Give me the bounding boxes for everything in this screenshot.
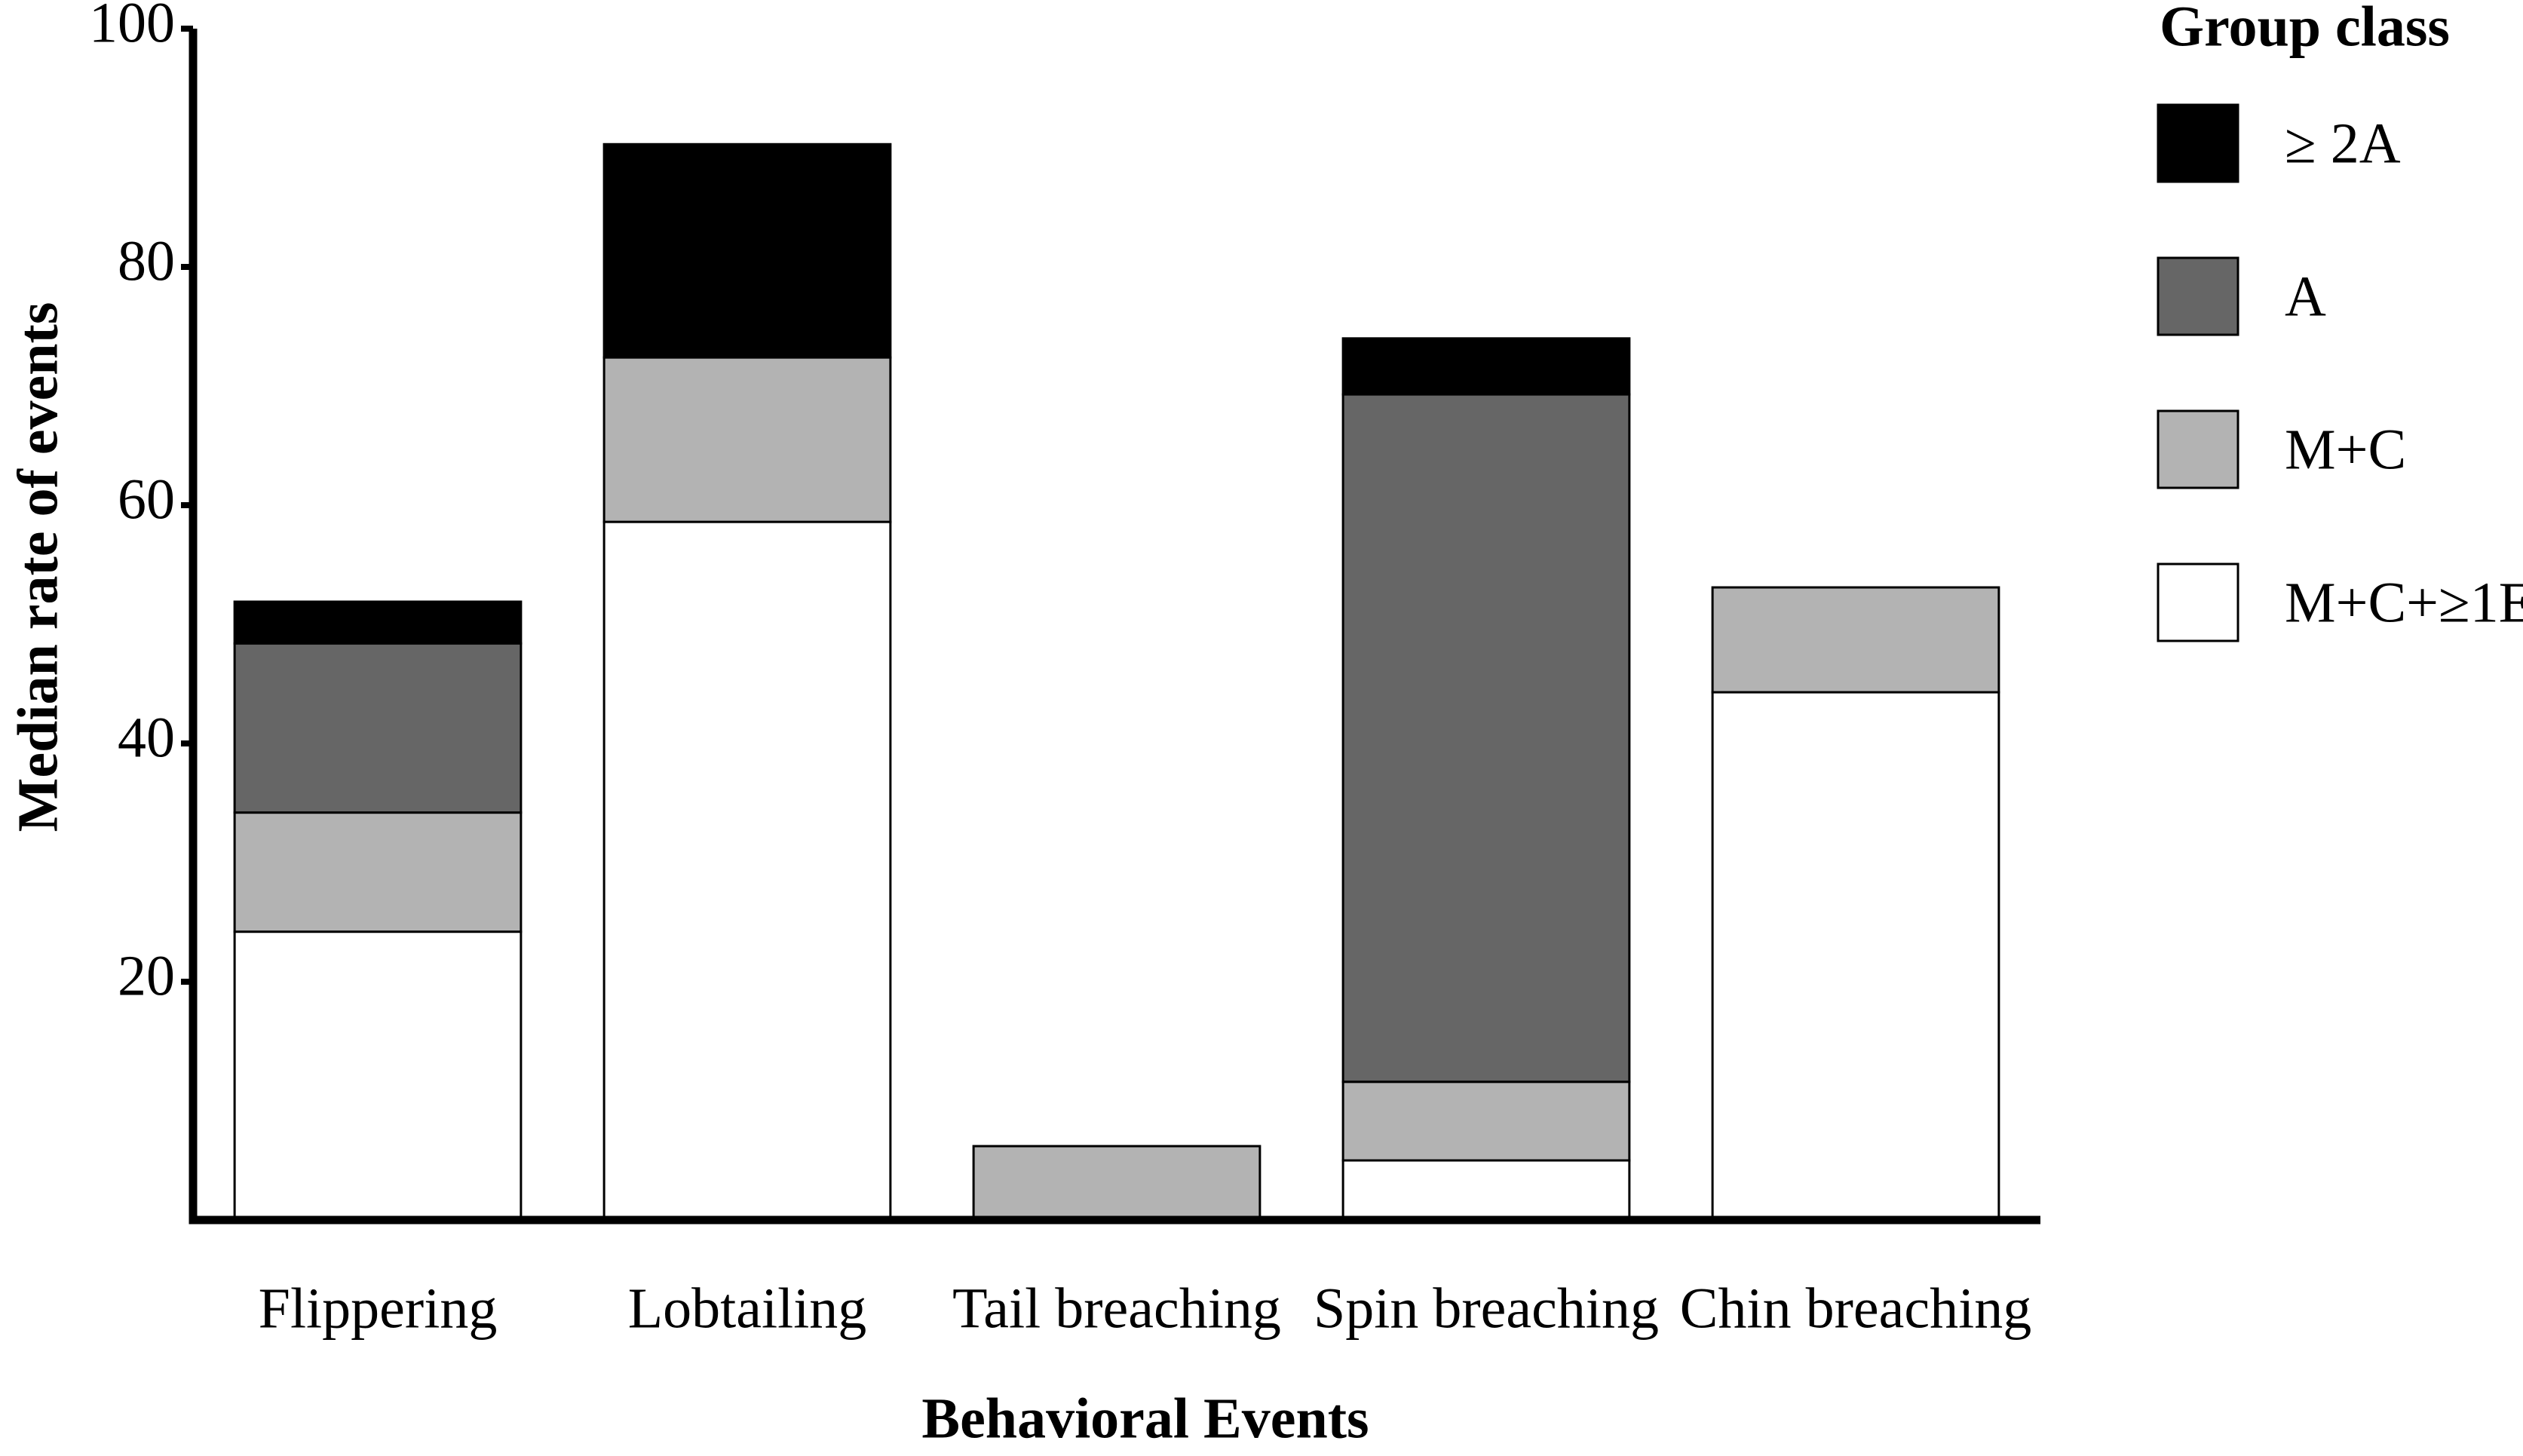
y-tick-label: 20 bbox=[118, 944, 175, 1007]
axes bbox=[189, 29, 2040, 1225]
legend-swatch bbox=[2157, 562, 2239, 642]
bar-segment bbox=[1341, 393, 1631, 1084]
bar-segment bbox=[233, 930, 523, 1222]
bar-segment bbox=[602, 356, 892, 523]
x-tick-label: Chin breaching bbox=[1680, 1277, 2031, 1340]
x-tick-label: Tail breaching bbox=[952, 1277, 1281, 1340]
legend-label: M+C bbox=[2285, 418, 2406, 481]
bar-segment bbox=[233, 811, 523, 933]
bar-segment bbox=[1711, 586, 2000, 694]
bar-segment bbox=[1711, 691, 2000, 1222]
bar-segment bbox=[1341, 337, 1631, 396]
x-axis-label: Behavioral Events bbox=[921, 1387, 1369, 1450]
bar-segment bbox=[1341, 1159, 1631, 1222]
bar-segment bbox=[233, 600, 523, 645]
x-tick-label: Flippering bbox=[259, 1277, 498, 1340]
legend-label: ≥ 2A bbox=[2285, 112, 2401, 175]
legend-title: Group class bbox=[2160, 0, 2450, 58]
bar-segment bbox=[233, 642, 523, 814]
x-tick-label: Spin breaching bbox=[1314, 1277, 1659, 1340]
legend-swatch bbox=[2157, 409, 2239, 489]
bar-segment bbox=[1341, 1081, 1631, 1162]
legend-swatch bbox=[2157, 103, 2239, 183]
y-tick-label: 40 bbox=[118, 706, 175, 769]
bar-segment bbox=[602, 143, 892, 359]
bar-segment bbox=[972, 1145, 1262, 1222]
x-tick-label: Lobtailing bbox=[628, 1277, 867, 1340]
legend-swatch bbox=[2157, 256, 2239, 336]
legend-label: M+C+≥1E bbox=[2285, 571, 2523, 634]
y-tick-label: 100 bbox=[89, 0, 175, 54]
y-tick-label: 80 bbox=[118, 229, 175, 293]
legend-label: A bbox=[2285, 265, 2326, 328]
y-tick-label: 60 bbox=[118, 467, 175, 531]
y-axis-label: Median rate of events bbox=[6, 302, 69, 832]
bar-segment bbox=[602, 520, 892, 1222]
